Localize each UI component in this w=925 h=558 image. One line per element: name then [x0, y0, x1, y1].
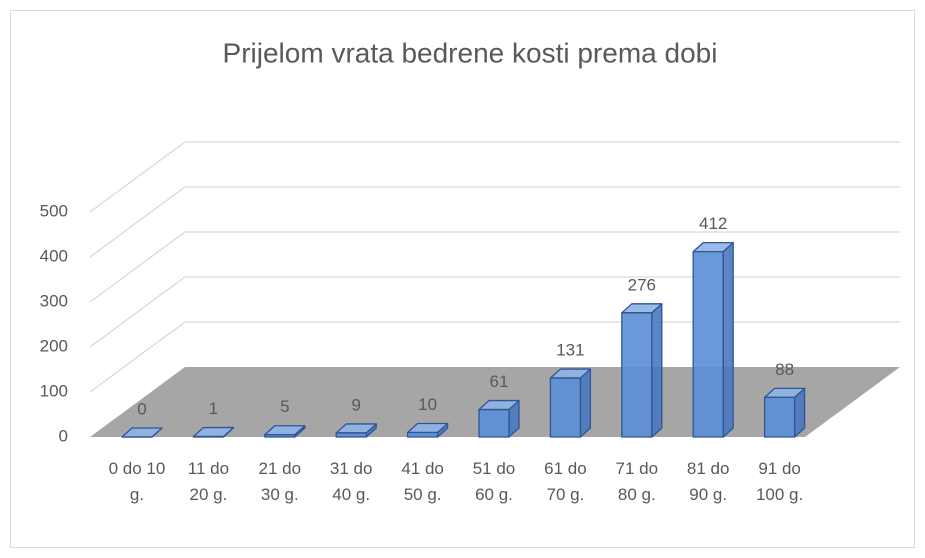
y-tick-label: 100	[40, 381, 68, 400]
data-label: 131	[556, 341, 584, 360]
y-tick-label: 500	[40, 201, 68, 220]
x-tick-label: 41 do 50 g.	[401, 459, 444, 504]
bar	[621, 303, 663, 438]
data-label: 5	[280, 397, 289, 416]
bar-face	[478, 408, 510, 438]
bar-face	[264, 434, 296, 438]
bar-face	[722, 241, 734, 438]
y-tick-label: 400	[40, 246, 68, 265]
grid-line	[89, 141, 900, 213]
bar	[406, 422, 449, 438]
x-tick-label: 0 do 10 g.	[108, 459, 166, 504]
bar	[549, 368, 592, 438]
y-tick-label: 0	[59, 426, 68, 445]
bar-face	[549, 377, 582, 438]
y-tick-label: 300	[40, 291, 68, 310]
bar	[264, 425, 306, 438]
bar-face	[651, 303, 663, 438]
bar	[692, 241, 734, 438]
x-tick-label: 51 do 60 g.	[472, 459, 516, 504]
bar-face	[621, 312, 653, 438]
grid-line	[89, 231, 900, 303]
grid-line	[89, 276, 900, 348]
chart-border	[10, 10, 915, 548]
data-label: 276	[628, 275, 656, 294]
bar-face	[335, 432, 367, 438]
bar	[478, 399, 520, 438]
x-tick-label: 71 do 80 g.	[615, 459, 659, 504]
x-tick-label: 21 do 30 g.	[258, 459, 302, 504]
grid-line	[89, 186, 900, 258]
bar	[335, 423, 377, 438]
bar-face	[579, 368, 592, 438]
data-label: 412	[699, 214, 727, 233]
bar	[192, 426, 235, 438]
bar	[763, 387, 806, 438]
data-label: 1	[209, 399, 218, 418]
y-tick-label: 200	[40, 336, 68, 355]
x-tick-label: 61 do 70 g.	[544, 459, 587, 504]
data-label: 61	[490, 372, 509, 391]
x-tick-label: 31 do 40 g.	[329, 459, 373, 504]
chart-title: Prijelom vrata bedrene kosti prema dobi	[223, 37, 718, 68]
bar-face	[692, 250, 724, 438]
bar	[121, 427, 163, 438]
bar-face	[763, 396, 796, 438]
x-tick-label: 91 do 100 g.	[755, 459, 804, 504]
data-label: 88	[775, 360, 794, 379]
data-label: 0	[137, 399, 146, 418]
data-label: 9	[351, 395, 360, 414]
x-tick-label: 81 do 90 g.	[686, 459, 730, 504]
data-label: 10	[418, 395, 437, 414]
x-tick-label: 11 do 20 g.	[187, 459, 230, 504]
bar-face	[406, 431, 439, 438]
